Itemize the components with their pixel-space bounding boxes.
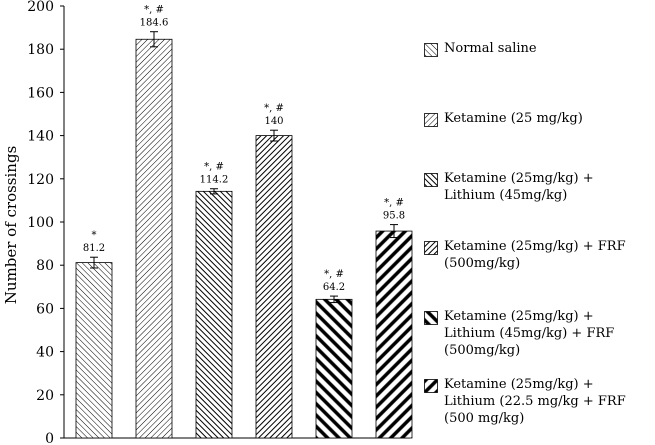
significance-label: *	[92, 230, 97, 241]
legend-item: Ketamine (25 mg/kg)	[424, 110, 654, 127]
significance-label: *, #	[264, 103, 284, 114]
bar	[375, 230, 413, 439]
legend-label: Ketamine (25mg/kg) + Lithium (45mg/kg)	[444, 171, 594, 203]
data-label: 140	[264, 116, 283, 127]
bar	[195, 190, 233, 439]
bars-group: 81.2 * 184.6 *, # 114.2 *, # 140 *, # 64.2 *, # 95…	[75, 5, 413, 439]
y-tick-label: 180	[27, 42, 54, 58]
legend-label: Ketamine (25mg/kg) + Lithium (22.5 mg/kg…	[444, 377, 626, 426]
y-tick-label: 160	[27, 85, 54, 101]
significance-label: *, #	[144, 5, 164, 16]
legend-swatch	[424, 379, 438, 393]
y-tick-label: 140	[27, 129, 54, 145]
significance-label: *, #	[324, 269, 344, 280]
bar	[255, 135, 293, 439]
bar	[75, 262, 113, 439]
legend-item: Ketamine (25mg/kg) + FRF (500mg/kg)	[424, 238, 654, 272]
legend-swatch	[424, 241, 438, 255]
y-tick-label: 0	[45, 431, 54, 445]
y-tick-label: 200	[27, 0, 54, 15]
y-axis-label: Number of crossings	[2, 146, 20, 305]
legend-item: Ketamine (25mg/kg) + Lithium (22.5 mg/kg…	[424, 376, 654, 427]
legend-label: Normal saline	[444, 41, 537, 56]
data-label: 184.6	[140, 18, 169, 29]
legend-label: Ketamine (25mg/kg) + FRF (500mg/kg)	[444, 239, 626, 271]
legend-swatch	[424, 311, 438, 325]
legend-item: Normal saline	[424, 40, 654, 57]
significance-label: *, #	[204, 162, 224, 173]
y-tick-label: 40	[36, 345, 54, 361]
y-tick-label: 80	[36, 258, 54, 274]
data-label: 64.2	[323, 282, 345, 293]
legend-swatch	[424, 173, 438, 187]
legend-label: Ketamine (25mg/kg) + Lithium (45mg/kg) +…	[444, 309, 615, 358]
legend-swatch	[424, 43, 438, 57]
bar	[315, 298, 353, 439]
data-label: 81.2	[83, 243, 105, 254]
y-tick-label: 100	[27, 215, 54, 231]
y-tick-label: 20	[36, 388, 54, 404]
bar	[135, 38, 173, 439]
legend-item: Ketamine (25mg/kg) + Lithium (45mg/kg) +…	[424, 308, 654, 359]
data-label: 95.8	[383, 211, 405, 222]
axes: 0 20 40 60 80 100 120 140 160 180 200	[27, 0, 410, 445]
legend-label: Ketamine (25 mg/kg)	[444, 111, 583, 126]
significance-label: *, #	[384, 198, 404, 209]
legend-item: Ketamine (25mg/kg) + Lithium (45mg/kg)	[424, 170, 654, 204]
y-tick-label: 60	[36, 301, 54, 317]
y-tick-label: 120	[27, 172, 54, 188]
legend-swatch	[424, 113, 438, 127]
data-label: 114.2	[200, 175, 229, 186]
